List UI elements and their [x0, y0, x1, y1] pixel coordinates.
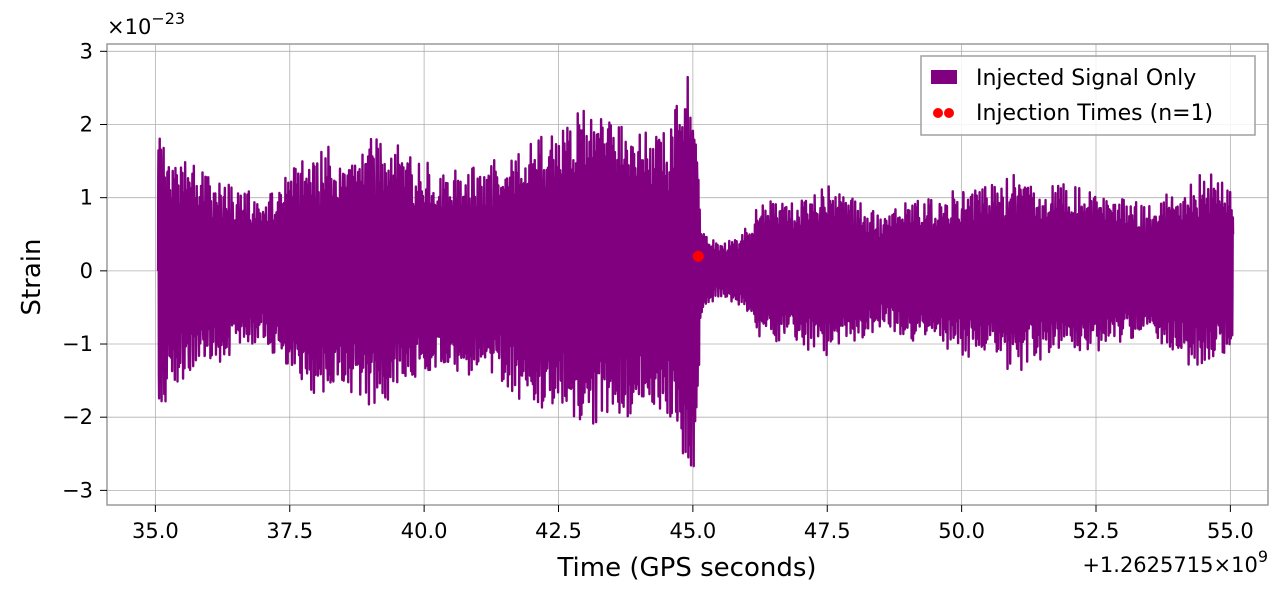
legend-marker-injection-times	[944, 108, 954, 118]
legend-box	[920, 55, 1256, 136]
y-tick-label: −2	[62, 405, 93, 429]
x-axis-label: Time (GPS seconds)	[556, 553, 816, 583]
x-tick-label: 52.5	[1073, 519, 1120, 543]
axis-ticks: 35.0 37.5 40.0 42.5 45.0 47.5 50.0 52.5 55.0 3 2 1 0…	[62, 39, 1254, 543]
x-tick-label: 37.5	[266, 519, 313, 543]
x-tick-label: 45.0	[669, 519, 716, 543]
legend: Injected Signal Only Injection Times (n=…	[920, 55, 1256, 136]
legend-swatch-injected-signal	[931, 70, 957, 84]
plot-frame	[106, 43, 1269, 506]
y-tick-label: −3	[62, 478, 93, 502]
y-tick-label: 1	[80, 186, 93, 210]
x-tick-label: 50.0	[938, 519, 985, 543]
y-tick-label: 3	[80, 39, 93, 63]
x-tick-label: 55.0	[1207, 519, 1254, 543]
y-axis-label: Strain	[17, 238, 47, 315]
x-tick-label: 42.5	[535, 519, 582, 543]
plot-area	[156, 75, 1235, 468]
y-tick-label: 2	[80, 112, 93, 136]
x-offset-label: +1.2625715×109	[1082, 547, 1268, 577]
legend-label-injected-signal: Injected Signal Only	[976, 66, 1196, 91]
y-scale-label: ×10−23	[107, 9, 185, 39]
y-tick-label: −1	[62, 332, 93, 356]
y-tick-label: 0	[80, 259, 93, 283]
x-tick-label: 40.0	[401, 519, 448, 543]
x-tick-label: 35.0	[132, 519, 179, 543]
x-tick-label: 47.5	[804, 519, 851, 543]
legend-label-injection-times: Injection Times (n=1)	[976, 101, 1213, 126]
injection-time-point	[692, 250, 704, 262]
series-line-injected-signal	[156, 75, 1235, 468]
legend-marker-injection-times	[933, 108, 943, 118]
